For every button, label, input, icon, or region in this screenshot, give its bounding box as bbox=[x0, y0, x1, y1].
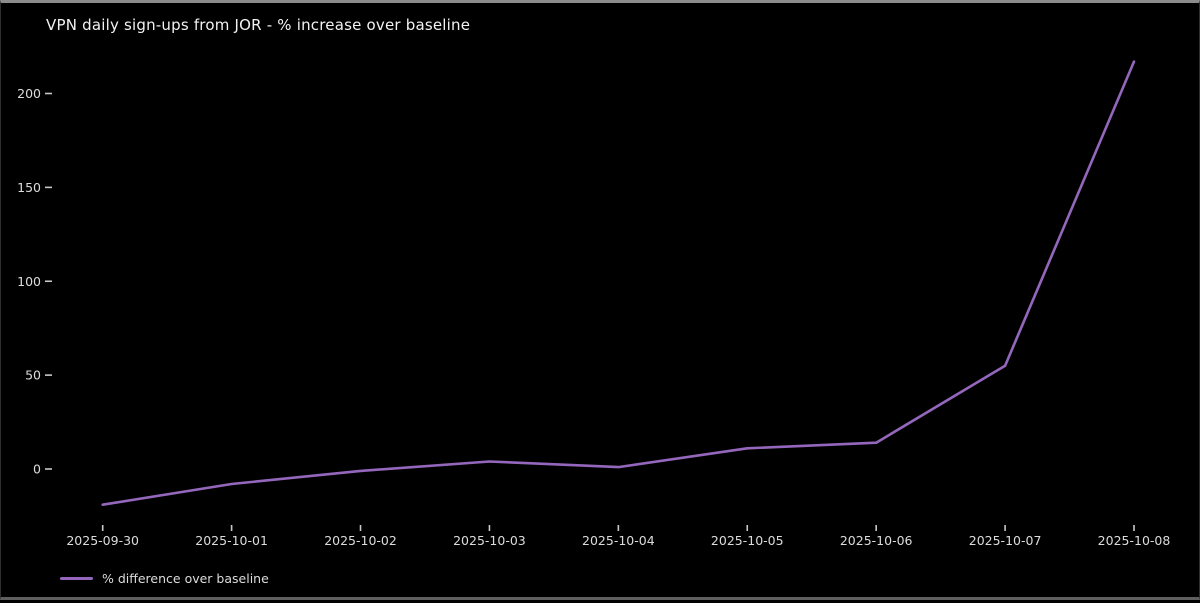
y-tick-label: 0 bbox=[33, 462, 41, 477]
x-tick-label: 2025-10-02 bbox=[324, 533, 397, 548]
x-tick-label: 2025-09-30 bbox=[66, 533, 139, 548]
y-tick-label: 50 bbox=[25, 368, 41, 383]
legend-label: % difference over baseline bbox=[102, 571, 269, 586]
chart-title: VPN daily sign-ups from JOR - % increase… bbox=[46, 16, 471, 34]
y-tick-label: 100 bbox=[17, 274, 41, 289]
data-line bbox=[101, 60, 1136, 507]
y-tick-label: 150 bbox=[17, 180, 41, 195]
x-tick-label: 2025-10-01 bbox=[195, 533, 268, 548]
y-tick-label: 200 bbox=[17, 86, 41, 101]
x-tick-label: 2025-10-04 bbox=[582, 533, 655, 548]
line-chart-canvas: 0 50 100 150 200 2025-09-30 2025-10-01 2025-10-… bbox=[17, 60, 1171, 548]
x-tick-label: 2025-10-06 bbox=[840, 533, 913, 548]
x-tick-label: 2025-10-05 bbox=[711, 533, 784, 548]
legend-line-swatch bbox=[60, 577, 93, 580]
legend: % difference over baseline bbox=[60, 571, 269, 586]
x-tick-label: 2025-10-03 bbox=[453, 533, 526, 548]
x-tick-label: 2025-10-08 bbox=[1098, 533, 1171, 548]
x-tick-label: 2025-10-07 bbox=[969, 533, 1042, 548]
